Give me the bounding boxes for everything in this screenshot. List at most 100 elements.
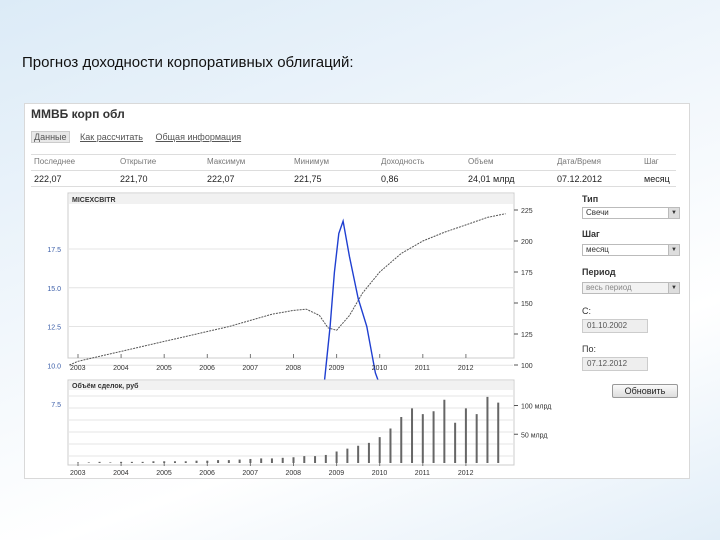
- refresh-button[interactable]: Обновить: [612, 384, 678, 398]
- stat-value-datetime: 07.12.2012: [557, 174, 603, 184]
- volume-bar: [120, 461, 123, 463]
- volume-axis-ticks: 100 млрд 50 млрд: [514, 404, 551, 439]
- period-label: Период: [582, 267, 616, 277]
- volume-bar: [77, 462, 79, 463]
- type-select-value: Свечи: [586, 208, 609, 217]
- main-chart-x-labels: 2003 2004 2005 2006 2007 2008 2009 2010 2011 2012: [70, 354, 474, 372]
- from-date-field[interactable]: 01.10.2002: [582, 319, 648, 333]
- main-chart-title: MICEXCBITR: [72, 197, 116, 204]
- tab-general-info[interactable]: Общая информация: [155, 132, 242, 142]
- panel-tabs: Данные Как рассчитать Общая информация: [31, 131, 249, 143]
- stat-value-max: 222,07: [207, 174, 235, 184]
- volume-bar: [497, 402, 500, 463]
- volume-bar: [443, 399, 446, 463]
- right-tick-label: 150: [521, 301, 533, 308]
- volume-bar: [270, 458, 273, 463]
- right-tick-label: 200: [521, 239, 533, 246]
- step-select[interactable]: месяц ▼: [582, 244, 680, 256]
- step-label: Шаг: [582, 229, 600, 239]
- chevron-down-icon: ▼: [668, 245, 679, 255]
- widget-panel: ММВБ корп обл Данные Как рассчитать Обща…: [24, 103, 690, 479]
- volume-bar: [454, 422, 457, 463]
- to-date-field[interactable]: 07.12.2012: [582, 357, 648, 371]
- left-axis-ticks: 17.5 15.0 12.5 10.0 7.5: [47, 247, 61, 409]
- stat-value-min: 221,75: [294, 174, 322, 184]
- x-tick-label: 2005: [156, 470, 172, 475]
- left-tick-label: 10.0: [47, 363, 61, 370]
- volume-bar: [184, 461, 187, 463]
- right-tick-label: 175: [521, 270, 533, 277]
- x-tick-label: 2004: [113, 365, 129, 372]
- right-axis-ticks: 225 200 175 150 125 100: [514, 208, 533, 370]
- volume-bar: [87, 462, 90, 463]
- stat-value-last: 222,07: [34, 174, 62, 184]
- x-tick-label: 2006: [199, 365, 215, 372]
- stat-value-volume: 24,01 млрд: [468, 174, 515, 184]
- volume-bar: [173, 461, 176, 463]
- left-tick-label: 15.0: [47, 286, 61, 293]
- volume-chart-x-labels: 2003 2004 2005 2006 2007 2008 2009 2010 2011 2012: [70, 463, 474, 475]
- left-tick-label: 12.5: [47, 325, 61, 332]
- tab-how-to-calc[interactable]: Как рассчитать: [80, 132, 143, 142]
- x-tick-label: 2011: [415, 470, 430, 475]
- volume-chart-header: [69, 381, 513, 390]
- x-tick-label: 2008: [286, 365, 302, 372]
- from-label: С:: [582, 306, 591, 316]
- left-tick-label: 17.5: [47, 247, 61, 254]
- volume-bar: [314, 456, 317, 463]
- type-select[interactable]: Свечи ▼: [582, 207, 680, 219]
- stat-value-step: месяц: [644, 174, 670, 184]
- volume-bar: [303, 456, 306, 463]
- right-tick-label: 225: [521, 208, 533, 215]
- chevron-down-icon: ▼: [668, 283, 679, 293]
- volume-chart-grid: [69, 395, 513, 457]
- x-tick-label: 2012: [458, 365, 474, 372]
- volume-bar: [238, 459, 241, 463]
- series-line: [69, 213, 506, 366]
- volume-bar: [378, 437, 381, 463]
- volume-bar: [389, 428, 392, 463]
- stat-label-datetime: Дата/Время: [557, 157, 602, 166]
- chart-area: MICEXCBITR 17.5 15.0 12.5 10.0 7.5 225 200 175…: [47, 192, 551, 475]
- volume-tick-label: 50 млрд: [521, 432, 547, 439]
- x-tick-label: 2008: [286, 470, 302, 475]
- chevron-down-icon: ▼: [668, 208, 679, 218]
- stat-label-last: Последнее: [34, 157, 76, 166]
- volume-bar: [357, 445, 360, 463]
- divider: [31, 186, 676, 187]
- volume-bar: [324, 454, 327, 463]
- volume-bar: [367, 442, 370, 463]
- to-label: По:: [582, 344, 596, 354]
- tab-data[interactable]: Данные: [31, 131, 70, 143]
- main-chart-frame: [67, 192, 515, 359]
- volume-bar: [109, 462, 112, 463]
- panel-title: ММВБ корп обл: [31, 107, 125, 121]
- stat-label-max: Максимум: [207, 157, 246, 166]
- volume-bar: [464, 408, 467, 463]
- volume-bar: [206, 460, 209, 463]
- x-tick-label: 2011: [415, 365, 430, 372]
- period-select[interactable]: весь период ▼: [582, 282, 680, 294]
- volume-bar: [281, 457, 284, 463]
- volume-bar: [217, 460, 220, 463]
- x-tick-label: 2003: [70, 365, 86, 372]
- x-tick-label: 2004: [113, 470, 129, 475]
- volume-bar: [475, 414, 478, 463]
- volume-bar: [152, 461, 155, 463]
- x-tick-label: 2003: [70, 470, 86, 475]
- type-label: Тип: [582, 194, 599, 204]
- volume-bar: [260, 458, 263, 463]
- volume-bar: [130, 461, 133, 463]
- volume-bar: [141, 461, 144, 463]
- main-chart-header: [69, 194, 513, 204]
- volume-chart-bars: [77, 396, 500, 463]
- stat-value-open: 221,70: [120, 174, 148, 184]
- period-select-value: весь период: [586, 283, 632, 292]
- step-select-value: месяц: [586, 245, 609, 254]
- volume-bar: [421, 414, 424, 463]
- divider: [31, 154, 676, 155]
- x-tick-label: 2012: [458, 470, 474, 475]
- volume-chart-frame: [67, 379, 515, 466]
- volume-chart-title: Объём сделок, руб: [72, 382, 139, 390]
- stat-label-open: Открытие: [120, 157, 157, 166]
